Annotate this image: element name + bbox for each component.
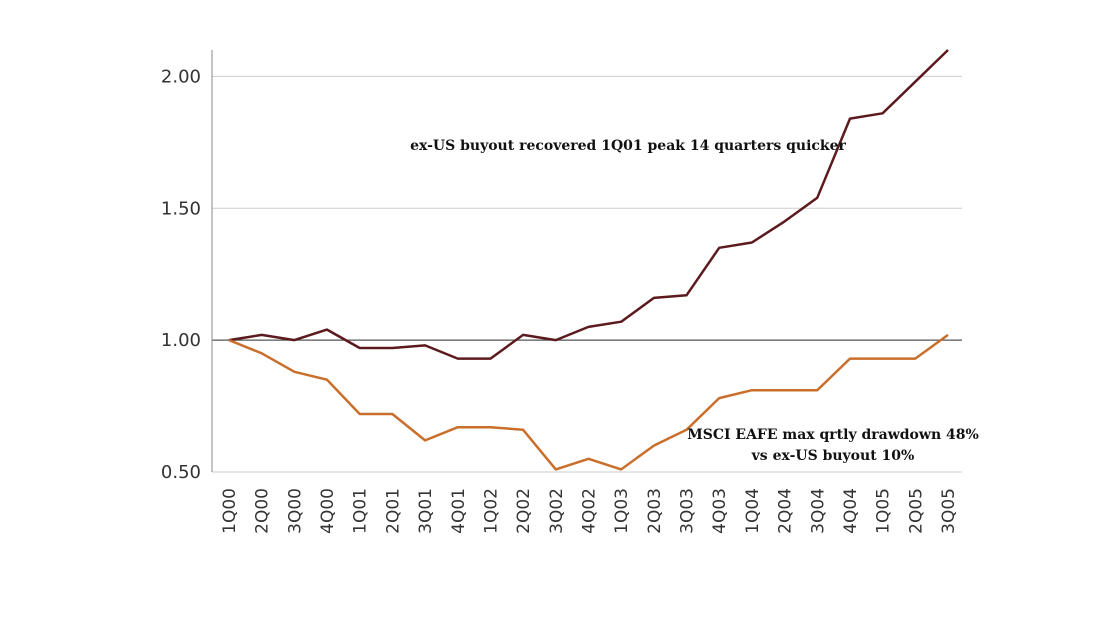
x-tick-label: 2Q01: [383, 488, 403, 534]
x-tick-label: 4Q03: [710, 488, 730, 534]
series-line-2: [228, 333, 949, 471]
x-tick-label: 1Q00: [220, 488, 240, 534]
annotation-drawdown-line2: vs ex-US buyout 10%: [751, 448, 915, 464]
x-tick-label: 2Q04: [776, 488, 796, 534]
x-tick-label: 3Q03: [678, 488, 698, 534]
x-tick-label: 4Q01: [449, 488, 469, 534]
x-tick-label: 1Q03: [612, 488, 632, 534]
x-tick-label: 2Q05: [906, 488, 926, 534]
y-tick-label: 0.50: [161, 462, 201, 483]
y-tick-label: 2.00: [161, 66, 201, 87]
x-tick-label: 3Q01: [416, 488, 436, 534]
gridlines: [212, 75, 962, 473]
x-tick-label: 1Q05: [874, 488, 894, 534]
x-tick-label: 3Q05: [939, 488, 959, 534]
x-tick-label: 1Q01: [351, 488, 371, 534]
x-tick-label: 1Q02: [481, 488, 501, 534]
y-tick-labels: 0.50 1.00 1.50 2.00: [161, 66, 201, 483]
x-tick-label: 4Q00: [318, 488, 338, 534]
x-tick-label: 2Q03: [645, 488, 665, 534]
annotation-drawdown-line1: MSCI EAFE max qrtly drawdown 48%: [687, 427, 979, 443]
x-tick-label: 3Q04: [808, 488, 828, 534]
y-tick-label: 1.50: [161, 198, 201, 219]
x-tick-labels: 1Q00 2Q00 3Q00 4Q00 1Q01 2Q01 3Q01 4Q01 1Q02 2Q02…: [220, 488, 959, 534]
x-tick-label: 4Q02: [580, 488, 600, 534]
x-tick-label: 1Q04: [743, 488, 763, 534]
x-tick-label: 2Q00: [253, 488, 273, 534]
x-tick-label: 3Q00: [285, 488, 305, 534]
x-tick-label: 4Q04: [841, 488, 861, 534]
x-tick-label: 3Q02: [547, 488, 567, 534]
series-line-1: [228, 49, 949, 360]
annotation-buyout-recovery: ex-US buyout recovered 1Q01 peak 14 quar…: [410, 138, 846, 154]
series-lines: [228, 49, 949, 471]
y-tick-label: 1.00: [161, 330, 201, 351]
x-tick-label: 2Q02: [514, 488, 534, 534]
